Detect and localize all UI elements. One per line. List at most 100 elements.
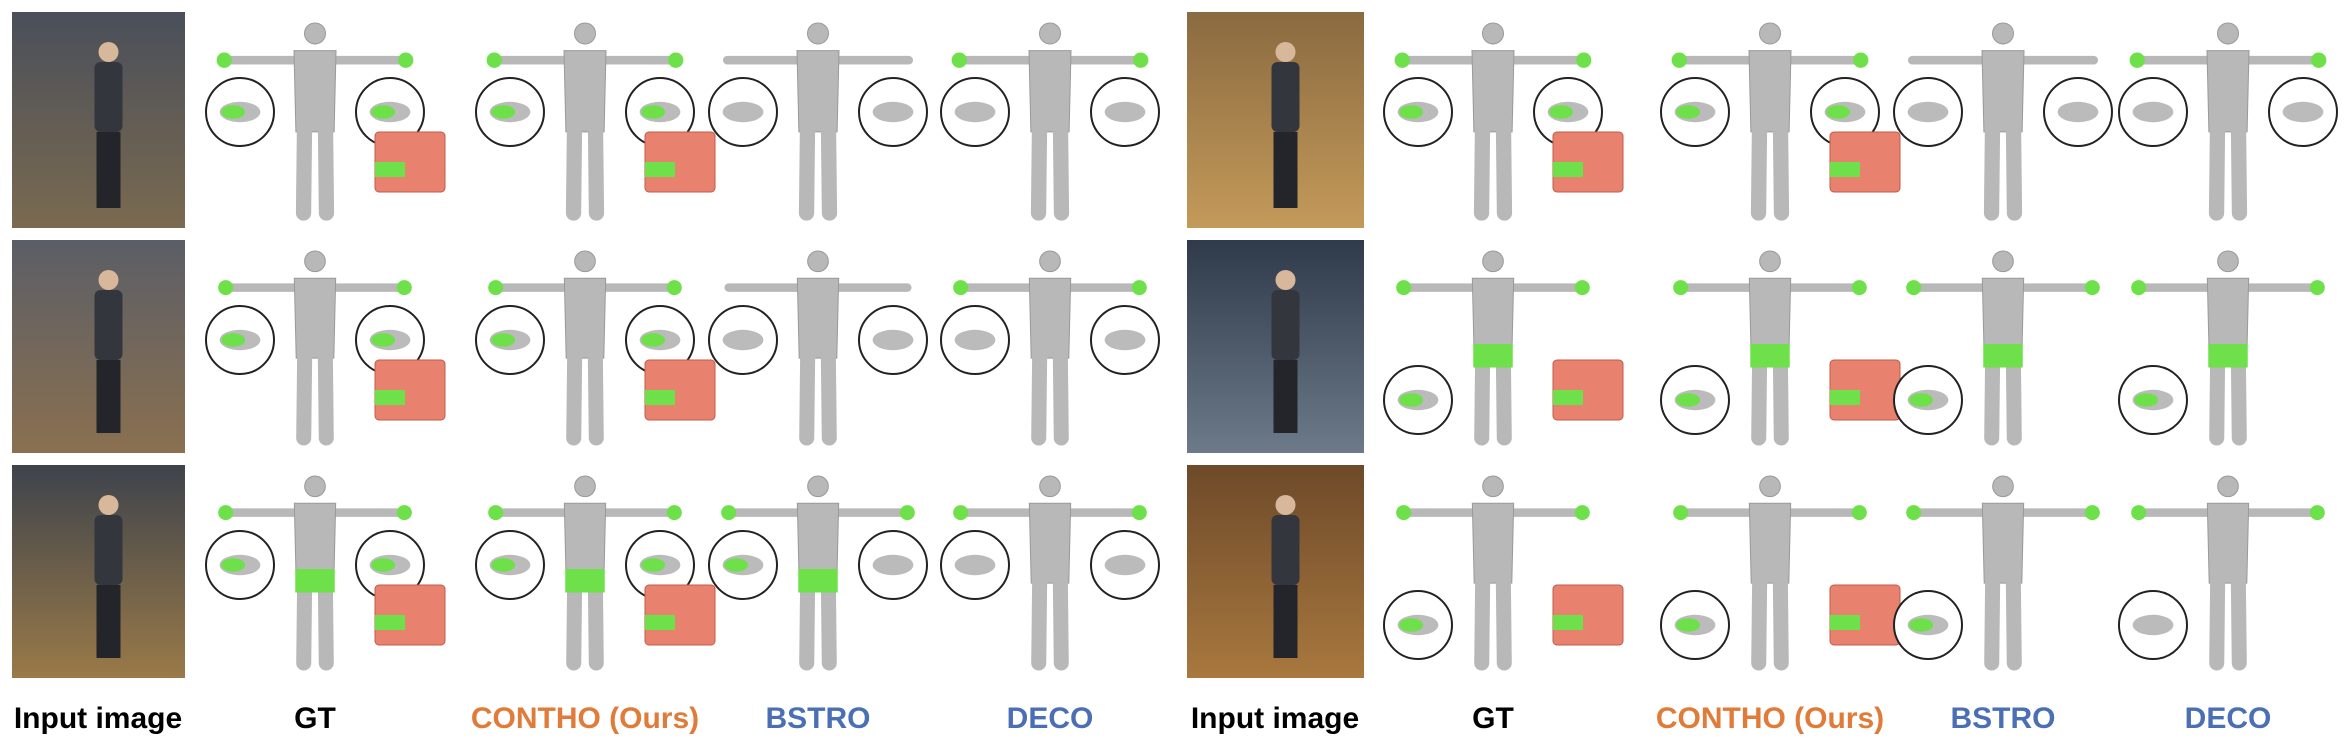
mesh-legs [296, 347, 334, 446]
contact-hand [1851, 505, 1867, 521]
mesh-head [1038, 22, 1062, 45]
person-body [94, 290, 123, 360]
zoom-contact [1549, 105, 1574, 119]
contact-hand [1671, 52, 1687, 68]
contact-hip [565, 569, 605, 593]
zoom-detail [1907, 101, 1949, 123]
mesh-legs [1751, 347, 1789, 446]
zoom-detail [2132, 101, 2174, 123]
mesh-head [2217, 250, 2239, 273]
zoom-contact [1826, 105, 1851, 119]
mesh-torso [1981, 50, 2025, 133]
zoom-contact [371, 333, 396, 347]
mesh-legs [2209, 347, 2247, 446]
contact-hand [1574, 505, 1590, 521]
person-legs [1273, 132, 1298, 208]
object-contact [1553, 615, 1583, 630]
mesh-legs [1751, 572, 1789, 671]
person-legs [1273, 585, 1298, 658]
zoom-contact [221, 105, 246, 119]
object-contact [645, 162, 675, 177]
mesh-head [304, 250, 326, 273]
contact-hand [1906, 505, 1922, 521]
zoom-detail [1104, 554, 1146, 576]
contact-hand [1396, 505, 1412, 521]
contact-hand [2309, 505, 2325, 521]
zoom-contact [1676, 393, 1701, 407]
contact-hand [1574, 280, 1590, 296]
zoom-contact [371, 105, 396, 119]
contact-hand [1673, 280, 1689, 296]
mesh-torso [1471, 50, 1515, 133]
contact-hand [1396, 280, 1412, 296]
person-body [94, 62, 123, 132]
person-head [98, 495, 119, 515]
contact-hand [488, 280, 504, 296]
mesh-torso [293, 50, 337, 133]
contact-hand [668, 52, 684, 68]
column-label: DECO [1007, 702, 1094, 735]
contact-hand [2311, 52, 2327, 68]
zoom-contact [1676, 618, 1701, 632]
zoom-contact [1909, 393, 1934, 407]
contact-hand [2084, 505, 2100, 521]
column-label: DECO [2185, 702, 2272, 735]
zoom-contact [2134, 393, 2159, 407]
mesh-legs [296, 572, 334, 671]
mesh-legs [566, 572, 604, 671]
person-legs [96, 585, 121, 658]
renderings [12, 12, 2338, 678]
mesh-head [1482, 475, 1504, 498]
contact-hip [798, 569, 838, 593]
contact-hand [666, 280, 682, 296]
object-contact [645, 615, 675, 630]
person-head [98, 270, 119, 290]
column-label: CONTHO (Ours) [471, 702, 699, 735]
contact-hand [951, 52, 967, 68]
contact-hand [1851, 280, 1867, 296]
contact-hand [396, 505, 412, 521]
mesh-torso [1748, 502, 1792, 584]
person-head [1275, 42, 1296, 62]
zoom-contact [221, 558, 246, 572]
zoom-contact [724, 558, 749, 572]
contact-hip [1473, 344, 1513, 368]
zoom-detail [722, 101, 764, 123]
zoom-contact [641, 333, 666, 347]
contact-hand [218, 280, 234, 296]
person-body [1271, 62, 1300, 132]
mesh-legs [1984, 347, 2022, 446]
contact-hand [218, 505, 234, 521]
mesh-torso [2206, 50, 2250, 133]
zoom-contact [491, 333, 516, 347]
contact-hand [216, 52, 232, 68]
mesh-head [574, 250, 596, 273]
contact-hand [486, 52, 502, 68]
zoom-contact [491, 105, 516, 119]
contact-hand [1576, 52, 1592, 68]
mesh-legs [1983, 121, 2023, 221]
contact-hip [2208, 344, 2248, 368]
contact-hand [721, 505, 737, 521]
mesh-legs [798, 121, 838, 221]
contact-hand [953, 505, 969, 521]
zoom-contact [1399, 618, 1424, 632]
mesh-torso [1981, 502, 2025, 584]
object-contact [1830, 390, 1860, 405]
mesh-legs [1473, 121, 1513, 221]
zoom-detail [722, 329, 764, 351]
zoom-detail [954, 554, 996, 576]
contact-hand [1906, 280, 1922, 296]
zoom-detail [1104, 329, 1146, 351]
person-body [94, 515, 123, 585]
mesh-legs [295, 121, 335, 221]
person-legs [1273, 360, 1298, 433]
mesh-legs [1031, 572, 1069, 671]
zoom-detail [872, 554, 914, 576]
zoom-detail [954, 329, 996, 351]
mesh-head [806, 22, 830, 45]
contact-hand [396, 280, 412, 296]
zoom-detail [872, 329, 914, 351]
